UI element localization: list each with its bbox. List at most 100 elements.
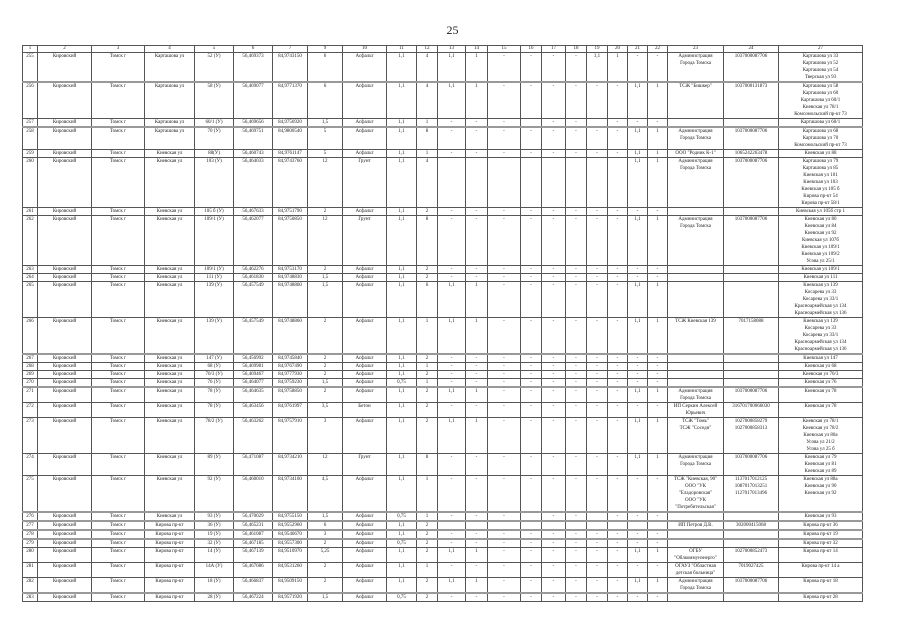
table-cell: 2 xyxy=(307,562,343,578)
table-cell: - xyxy=(565,592,587,602)
column-header: 19 xyxy=(586,45,608,53)
table-cell: Кировский xyxy=(37,281,92,318)
table-cell: 1 xyxy=(465,386,488,403)
table-cell: 1,1 xyxy=(627,126,648,150)
table-cell: 1,1 xyxy=(437,317,466,355)
table-cell: 5,25 xyxy=(307,547,343,563)
table-cell: - xyxy=(437,562,466,578)
table-cell: Кирова пр-кт xyxy=(144,547,195,563)
table-cell: - xyxy=(586,215,608,266)
table-cell: Асфальт xyxy=(342,475,387,513)
table-cell: - xyxy=(465,402,488,418)
table-cell: ТСЖ "Бишкер" xyxy=(667,81,724,119)
table-cell: Киевская ул 79 Киевская ул 81 Киевская у… xyxy=(778,453,863,476)
table-cell xyxy=(437,157,466,208)
table-cell xyxy=(565,157,587,208)
table-cell: - xyxy=(541,562,566,578)
table-cell xyxy=(723,118,779,128)
column-header: 10 xyxy=(342,45,387,53)
table-cell: Киевская ул 111 xyxy=(778,273,863,282)
table-cell xyxy=(723,592,779,602)
table-cell: - xyxy=(627,207,648,216)
table-cell: 84,9800540 xyxy=(272,126,308,150)
table-cell: - xyxy=(565,273,587,282)
table-cell: - xyxy=(541,417,566,454)
table-cell: 56,463262 xyxy=(233,417,273,454)
table-cell: - xyxy=(565,81,587,119)
table-cell xyxy=(465,157,488,208)
table-cell: - xyxy=(520,547,542,563)
table-cell: Администрация Города Томска xyxy=(667,52,724,83)
table-cell: 84,9734210 xyxy=(272,453,308,476)
table-cell: 1,1 xyxy=(386,126,417,150)
table-cell: 111 (У) xyxy=(194,273,234,282)
table-cell: - xyxy=(487,592,521,602)
table-cell: - xyxy=(607,126,628,150)
table-cell: Киевская ул xyxy=(144,370,195,379)
table-cell: 278 xyxy=(22,529,38,540)
table-cell: Кировский xyxy=(37,52,92,83)
table-cell: Томск г xyxy=(91,475,145,513)
table-cell: ТСЖ Киевская 139 xyxy=(667,317,724,355)
table-cell: Асфальт xyxy=(342,362,387,371)
table-cell: 58 (У) xyxy=(194,81,234,119)
table-cell: Кирова пр-кт 28 xyxy=(778,592,863,602)
column-header: 24 xyxy=(723,45,779,53)
table-cell: 1,1 xyxy=(386,215,417,266)
table-row: 268 Кировский Томск г Киевская ул 68 (У) 56,4… xyxy=(22,362,863,371)
table-cell: - xyxy=(647,538,668,548)
table-cell: 84,9756920 xyxy=(272,118,308,128)
table-cell: Киевская ул xyxy=(144,149,195,158)
table-cell: 2 xyxy=(416,520,438,531)
table-cell: 84,9758850 xyxy=(272,386,308,403)
table-cell: 1,1 xyxy=(627,149,648,158)
column-header: 18 xyxy=(565,45,587,53)
table-cell: 1,1 xyxy=(386,52,417,83)
table-cell: Томск г xyxy=(91,562,145,578)
table-cell: - xyxy=(565,475,587,513)
table-cell: Кировский xyxy=(37,475,92,513)
table-cell: - xyxy=(487,207,521,216)
table-cell: - xyxy=(607,378,628,388)
table-cell: 280 xyxy=(22,547,38,563)
table-cell: 1,1 xyxy=(386,453,417,476)
table-cell: - xyxy=(465,453,488,476)
table-cell: 84,9751790 xyxy=(272,207,308,216)
table-cell: - xyxy=(586,370,608,379)
table-cell: - xyxy=(565,353,587,363)
table-cell: 56,461830 xyxy=(233,273,273,282)
table-cell: Киевская ул xyxy=(144,281,195,318)
table-cell: Асфальт xyxy=(342,281,387,318)
table-cell: Карташова ул 58 Карташова ул 60 Карташов… xyxy=(778,81,863,119)
table-cell: 1,1 xyxy=(386,402,417,418)
table-cell: Кировский xyxy=(37,118,92,128)
table-cell xyxy=(667,207,724,216)
table-cell: Киевская ул 68 xyxy=(778,362,863,371)
table-cell: Киевская ул 93 xyxy=(778,511,863,522)
table-cell: - xyxy=(487,273,521,282)
table-cell xyxy=(520,157,542,208)
table-cell: - xyxy=(607,511,628,522)
table-cell: Томск г xyxy=(91,281,145,318)
table-cell: Карташова ул xyxy=(144,52,195,83)
table-cell: - xyxy=(520,577,542,594)
table-cell xyxy=(667,353,724,363)
table-cell: - xyxy=(565,52,587,83)
table-cell: Грунт xyxy=(342,453,387,476)
table-cell: Томск г xyxy=(91,378,145,388)
table-cell: - xyxy=(607,475,628,513)
table-cell xyxy=(487,157,521,208)
table-cell: - xyxy=(607,417,628,454)
table-cell: - xyxy=(541,402,566,418)
table-cell: - xyxy=(487,81,521,119)
table-cell: - xyxy=(586,538,608,548)
table-cell: 5 xyxy=(307,126,343,150)
table-cell: 2 xyxy=(416,547,438,563)
table-cell: - xyxy=(437,362,466,371)
table-cell: 1 xyxy=(647,417,668,454)
table-cell: - xyxy=(487,538,521,548)
table-cell xyxy=(647,520,668,531)
table-cell: - xyxy=(586,547,608,563)
table-cell: Киевская ул xyxy=(144,273,195,282)
table-cell: 84,9743760 xyxy=(272,157,308,208)
